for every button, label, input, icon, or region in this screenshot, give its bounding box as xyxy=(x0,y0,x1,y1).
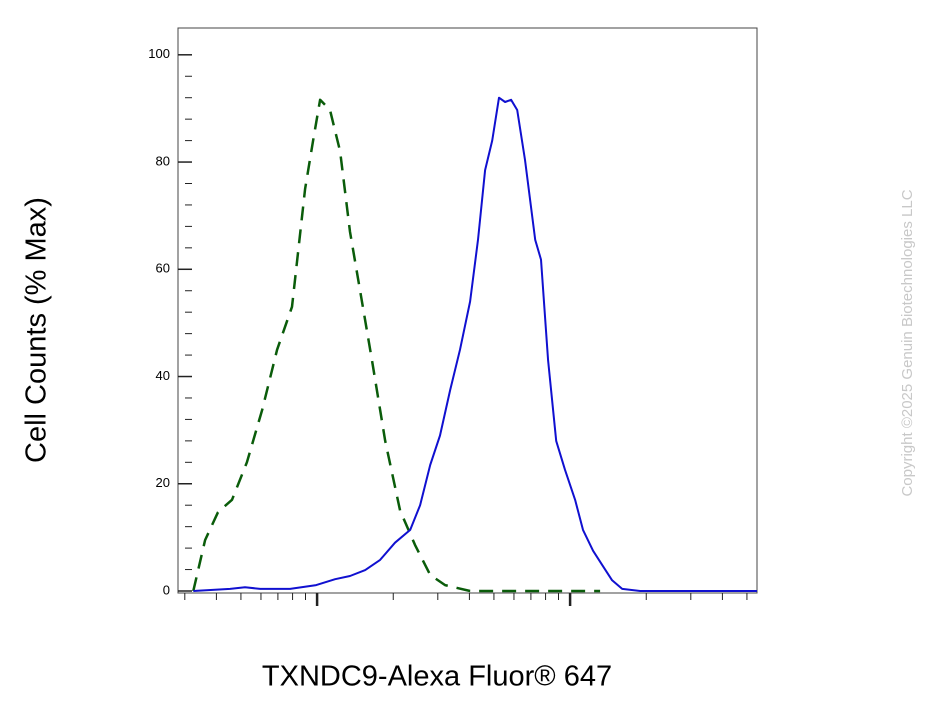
plot-frame xyxy=(177,27,758,594)
y-tick-label: 20 xyxy=(156,475,170,490)
y-tick-label: 80 xyxy=(156,153,170,168)
y-tick-label: 60 xyxy=(156,261,170,276)
histogram-line xyxy=(193,96,757,592)
y-tick-label: 0 xyxy=(163,582,170,597)
watermark: Copyright ©2025 Genuin Biotechnologies L… xyxy=(899,189,916,496)
y-tick-label: 40 xyxy=(156,368,170,383)
y-axis-label: Cell Counts (% Max) xyxy=(21,197,53,463)
y-tick-label: 100 xyxy=(148,46,170,61)
x-axis-label: TXNDC9-Alexa Fluor® 647 xyxy=(262,661,612,693)
